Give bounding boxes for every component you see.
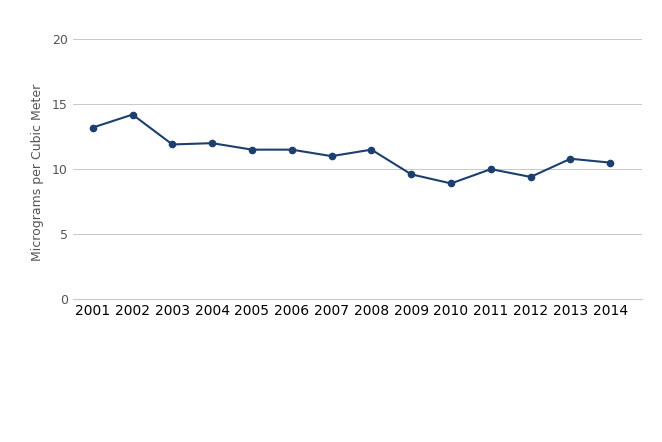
Legend: California: California [301, 440, 414, 442]
California [487, 167, 495, 172]
California [168, 142, 176, 147]
California [527, 174, 535, 179]
California [407, 171, 415, 177]
Line: California: California [89, 111, 614, 187]
California [606, 160, 614, 165]
Y-axis label: Micrograms per Cubic Meter: Micrograms per Cubic Meter [30, 84, 44, 261]
California [288, 147, 296, 152]
California [89, 125, 97, 130]
California [447, 181, 455, 186]
California [248, 147, 256, 152]
California [567, 156, 575, 161]
California [328, 153, 336, 159]
California [367, 147, 375, 152]
California [208, 141, 216, 146]
California [128, 112, 136, 117]
